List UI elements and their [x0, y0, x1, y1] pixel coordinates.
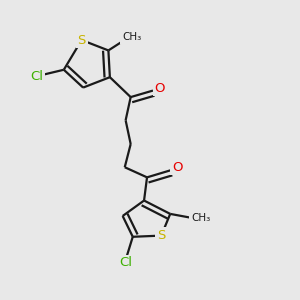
Text: CH₃: CH₃ [122, 32, 141, 42]
Text: S: S [77, 34, 86, 46]
Text: Cl: Cl [30, 70, 43, 83]
Text: O: O [172, 161, 183, 174]
Text: S: S [157, 229, 166, 242]
Text: O: O [154, 82, 165, 95]
Text: CH₃: CH₃ [191, 213, 210, 224]
Text: Cl: Cl [119, 256, 132, 269]
